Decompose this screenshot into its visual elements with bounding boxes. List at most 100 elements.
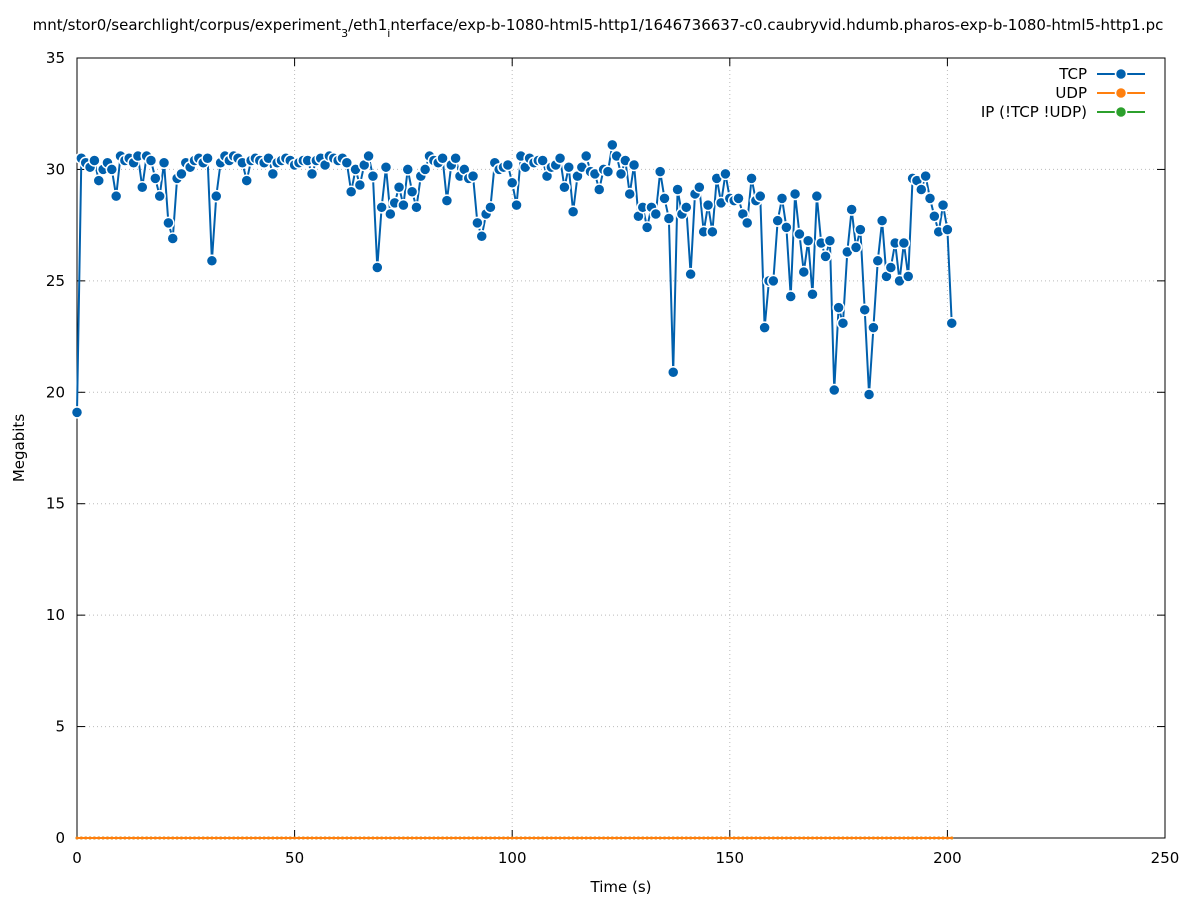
data-point — [884, 836, 888, 840]
data-point — [549, 836, 553, 840]
data-point — [484, 836, 488, 840]
data-point — [754, 836, 758, 840]
y-tick-label: 15 — [46, 495, 65, 513]
data-point — [784, 836, 788, 840]
data-point — [110, 836, 114, 840]
data-point — [788, 187, 802, 201]
data-point — [245, 836, 249, 840]
data-point — [758, 836, 762, 840]
y-axis-label: Megabits — [10, 414, 28, 482]
data-point — [819, 250, 832, 263]
data-point — [240, 174, 253, 187]
data-point — [436, 152, 449, 165]
x-tick-label: 100 — [498, 849, 527, 867]
data-point — [654, 836, 658, 840]
data-point — [405, 185, 419, 198]
data-point — [432, 836, 436, 840]
title-part: 3 — [341, 27, 348, 40]
data-point — [906, 836, 910, 840]
data-point — [206, 836, 210, 840]
data-point — [236, 836, 240, 840]
x-tick-label: 200 — [933, 849, 962, 867]
data-point — [871, 254, 885, 268]
data-point — [823, 234, 837, 247]
data-point — [536, 154, 549, 167]
data-point — [802, 836, 806, 840]
title-part: mnt/stor0/searchlight/corpus/experiment — [33, 16, 342, 34]
data-point — [344, 185, 358, 198]
data-point — [919, 169, 932, 183]
data-point — [201, 836, 205, 840]
data-point — [519, 836, 523, 840]
data-point — [406, 836, 410, 840]
data-point — [397, 836, 401, 840]
title-part: /eth1 — [348, 16, 387, 34]
data-point — [541, 836, 545, 840]
data-point — [667, 836, 671, 840]
data-point — [715, 836, 719, 840]
data-point — [175, 167, 188, 181]
data-point — [323, 836, 327, 840]
data-point — [719, 167, 732, 181]
data-point — [266, 167, 280, 181]
data-point — [475, 836, 479, 840]
x-tick-label: 50 — [285, 849, 304, 867]
data-point — [597, 836, 601, 840]
data-point — [384, 207, 397, 221]
data-point — [441, 836, 445, 840]
data-point — [440, 194, 454, 207]
data-point — [780, 836, 784, 840]
data-point — [379, 160, 393, 174]
data-point — [732, 836, 736, 840]
data-point — [340, 156, 354, 169]
data-point — [214, 836, 218, 840]
data-point — [197, 836, 201, 840]
data-point — [101, 836, 105, 840]
data-point — [510, 198, 523, 212]
data-point — [354, 836, 358, 840]
data-point — [375, 201, 388, 214]
data-point — [553, 152, 567, 165]
legend-label: IP (!TCP !UDP) — [981, 103, 1087, 121]
data-point — [210, 189, 223, 203]
data-point — [723, 836, 727, 840]
data-point — [819, 836, 823, 840]
data-point — [706, 836, 710, 840]
data-point — [627, 158, 641, 172]
x-axis-label: Time (s) — [590, 878, 652, 896]
data-point — [684, 267, 697, 281]
data-point — [510, 836, 514, 840]
data-point — [867, 836, 871, 840]
data-point — [932, 836, 936, 840]
data-point — [680, 836, 684, 840]
data-point — [314, 836, 318, 840]
data-point — [928, 836, 932, 840]
data-point — [832, 301, 845, 314]
data-point — [832, 836, 836, 840]
data-point — [602, 836, 606, 840]
data-point — [467, 836, 471, 840]
data-point — [166, 232, 179, 245]
data-point — [480, 836, 484, 840]
data-point — [845, 836, 849, 840]
legend-label: UDP — [1055, 84, 1087, 102]
data-point — [149, 836, 153, 840]
data-point — [758, 321, 771, 334]
data-point — [776, 836, 780, 840]
data-point — [184, 836, 188, 840]
data-point — [240, 836, 244, 840]
data-point — [771, 214, 784, 227]
data-point — [632, 836, 636, 840]
data-point — [676, 836, 680, 840]
data-point — [945, 316, 959, 330]
data-point — [937, 836, 941, 840]
title-part: i — [387, 27, 390, 40]
data-point — [580, 836, 584, 840]
data-point — [153, 189, 166, 203]
data-point — [162, 216, 175, 230]
y-tick-label: 10 — [46, 606, 65, 624]
data-point — [332, 836, 336, 840]
data-point — [158, 836, 162, 840]
data-point — [841, 836, 845, 840]
data-point — [105, 836, 109, 840]
